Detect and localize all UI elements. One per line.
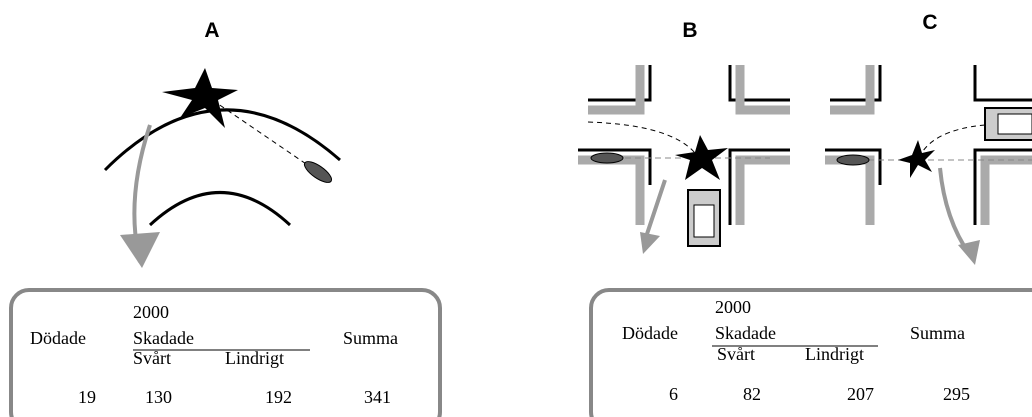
year: 2000	[715, 297, 751, 317]
label: A	[204, 19, 219, 42]
label: C	[922, 11, 937, 34]
scene-b	[578, 65, 790, 254]
cell: 207	[847, 384, 874, 404]
cell: 295	[943, 384, 970, 404]
header: Lindrigt	[225, 348, 284, 368]
header: Summa	[910, 323, 965, 343]
cell: 82	[743, 384, 761, 404]
header: Dödade	[30, 328, 86, 348]
scene-c	[825, 65, 1032, 265]
cell: 341	[364, 387, 391, 407]
cell: 6	[669, 384, 678, 404]
header: Svårt	[717, 344, 755, 364]
scene-a	[103, 68, 341, 268]
header: Svårt	[133, 348, 171, 368]
cell: 130	[145, 387, 172, 407]
header: Summa	[343, 328, 398, 348]
table-frame	[589, 288, 1032, 417]
header: Lindrigt	[805, 344, 864, 364]
table-a: 2000 Dödade Skadade Summa Svårt Lindrigt…	[9, 288, 442, 417]
header: Dödade	[622, 323, 678, 343]
header: Skadade	[133, 328, 194, 348]
table-b: 2000 Dödade Skadade Summa Svårt Lindrigt…	[589, 288, 1032, 417]
table-frame	[9, 288, 442, 417]
panel-labels: A B C	[204, 11, 937, 42]
header: Skadade	[715, 323, 776, 343]
label: B	[682, 19, 697, 42]
cell: 192	[265, 387, 292, 407]
year: 2000	[133, 302, 169, 322]
cell: 19	[78, 387, 96, 407]
